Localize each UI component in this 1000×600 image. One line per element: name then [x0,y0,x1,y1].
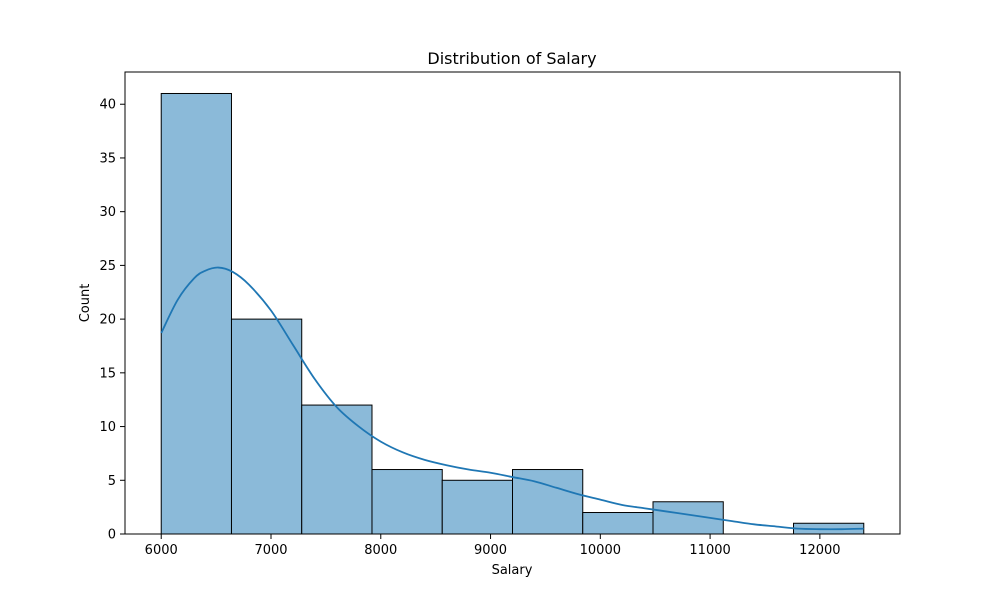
histogram-bar-4 [371,469,443,535]
x-tick-label: 12000 [799,543,840,558]
histogram-bar-2 [230,318,303,535]
y-tick-label: 10 [99,420,116,435]
x-tick-label: 7000 [254,543,287,558]
histogram-bar-1 [160,92,232,535]
chart-title: Distribution of Salary [427,49,596,68]
y-tick-label: 20 [99,313,116,328]
x-tick-label: 11000 [689,543,730,558]
y-tick-label: 30 [99,205,116,220]
y-axis-label: Count [78,284,93,323]
histogram-bar-7 [582,512,654,535]
x-axis-ticks: 6000 7000 8000 9000 10000 11000 12000 [145,534,841,558]
y-tick-label: 35 [99,151,116,166]
y-tick-label: 0 [108,528,116,543]
x-tick-label: 8000 [364,543,397,558]
plot-frame [124,71,901,535]
x-tick-label: 10000 [580,543,621,558]
y-tick-label: 25 [99,259,116,274]
histogram-bar-3 [301,404,373,535]
y-tick-label: 40 [99,98,116,113]
histogram-bar-5 [441,479,514,535]
y-axis-ticks: 0 5 10 15 20 25 30 35 40 [99,98,125,543]
kde-curve [160,266,864,531]
histogram-bar-6 [512,469,584,535]
x-tick-label: 6000 [145,543,178,558]
bars-group [160,92,865,535]
y-tick-label: 5 [108,474,116,489]
x-tick-label: 9000 [474,543,507,558]
x-axis-label: Salary [492,563,533,578]
y-tick-label: 15 [99,366,116,381]
